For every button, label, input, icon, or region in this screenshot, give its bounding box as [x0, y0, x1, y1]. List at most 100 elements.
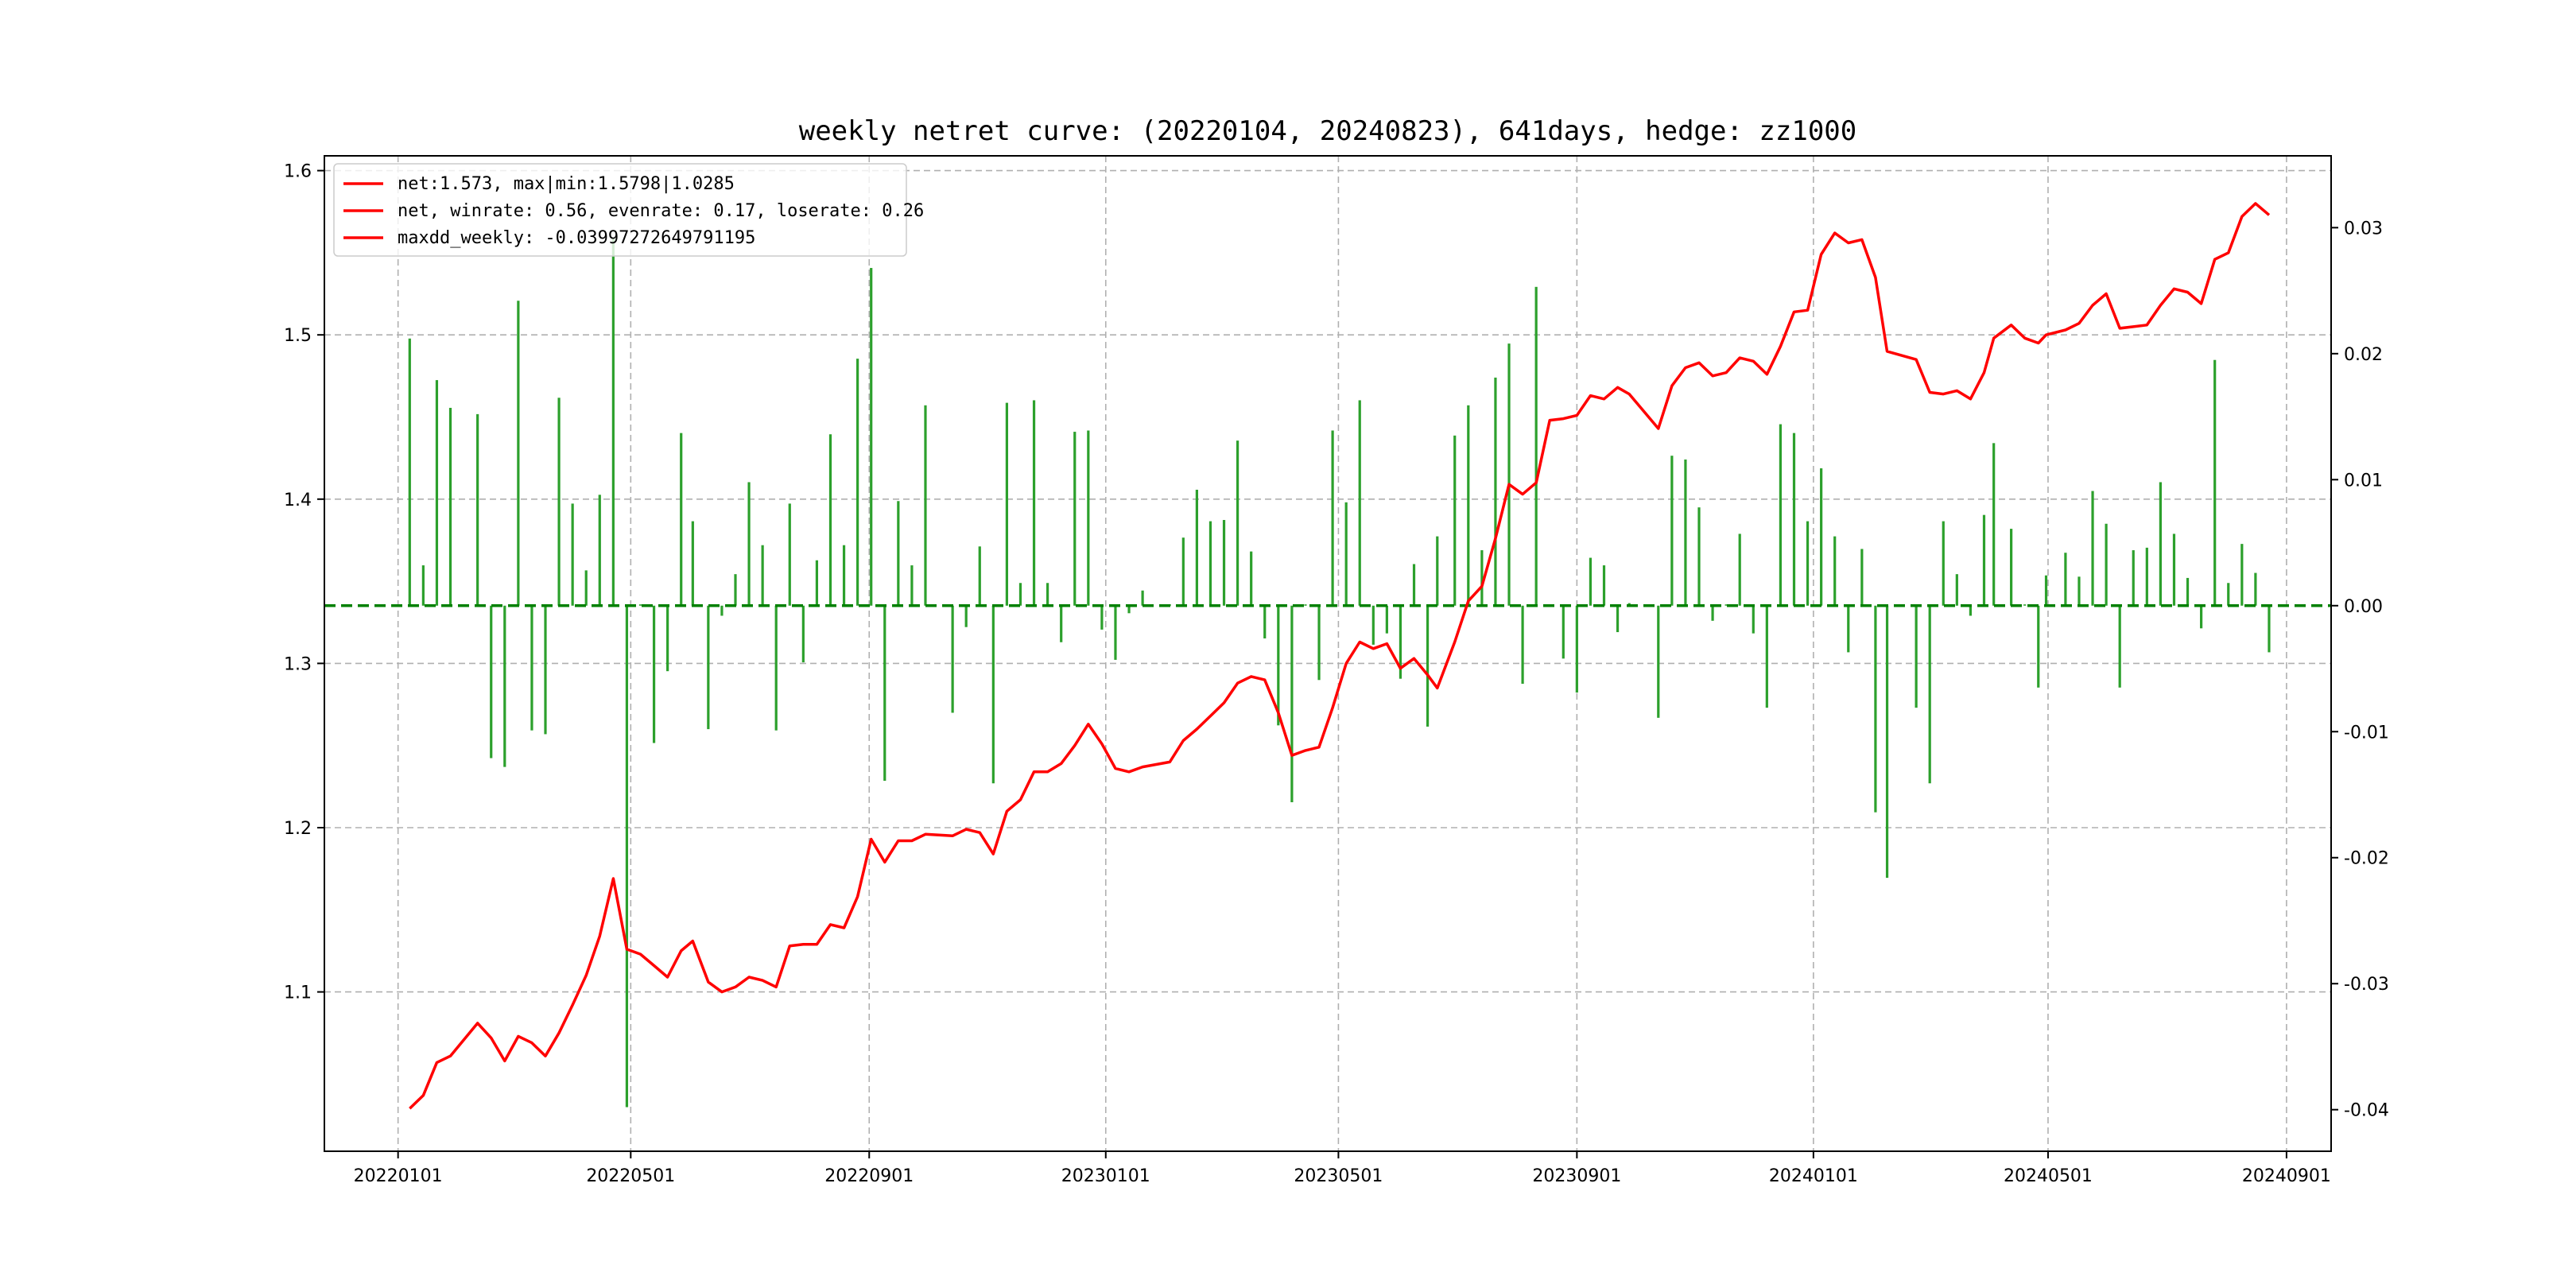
weekly-bar	[2118, 605, 2121, 688]
weekly-bar	[2254, 572, 2257, 606]
weekly-bar	[1589, 557, 1593, 606]
y-right-tick-label: 0.01	[2344, 471, 2383, 491]
weekly-bar	[1602, 565, 1606, 606]
weekly-bar	[2159, 482, 2162, 606]
weekly-bar	[2145, 547, 2148, 606]
weekly-bar	[1087, 430, 1090, 606]
weekly-bar	[815, 560, 819, 606]
weekly-bar	[652, 605, 656, 743]
weekly-bar	[1765, 605, 1768, 708]
x-tick-label: 20220501	[586, 1166, 675, 1186]
weekly-bar	[1507, 343, 1511, 606]
weekly-bar	[666, 605, 669, 672]
weekly-bar	[964, 605, 968, 627]
weekly-bar	[883, 605, 886, 782]
weekly-bar	[408, 338, 411, 606]
chart-title: weekly netret curve: (20220104, 20240823…	[799, 115, 1857, 147]
x-tick-label: 20240901	[2242, 1166, 2331, 1186]
weekly-bar	[1874, 605, 1877, 813]
legend: net:1.573, max|min:1.5798|1.0285 net, win…	[333, 163, 924, 257]
weekly-bar	[1724, 604, 1728, 606]
weekly-bar	[1073, 432, 1077, 606]
weekly-bar	[761, 545, 764, 606]
weekly-bar	[691, 521, 694, 606]
x-tick-label: 20230501	[1294, 1166, 1383, 1186]
weekly-bar	[2010, 529, 2013, 606]
weekly-bar	[1711, 605, 1714, 621]
weekly-bar	[747, 482, 751, 606]
y-right-tick-label: 0.00	[2344, 597, 2383, 617]
weekly-bar	[1127, 605, 1131, 614]
weekly-bar	[991, 605, 995, 784]
weekly-bar	[720, 605, 724, 616]
weekly-bar	[1032, 400, 1036, 606]
weekly-bar	[1982, 514, 1986, 606]
y-right-tick-label: -0.04	[2344, 1101, 2389, 1121]
grid-layer	[324, 156, 2331, 1151]
weekly-bar	[2091, 491, 2094, 606]
weekly-bar	[1684, 459, 1687, 606]
weekly-bar	[1847, 605, 1850, 653]
weekly-bar	[1738, 533, 1741, 606]
weekly-bar	[1331, 430, 1334, 606]
weekly-bar	[1250, 551, 1253, 606]
weekly-bar	[2037, 605, 2040, 688]
weekly-bar	[598, 495, 601, 606]
weekly-bar	[1018, 583, 1022, 606]
weekly-bar	[1100, 605, 1104, 630]
weekly-bar	[517, 301, 520, 606]
weekly-bar	[951, 605, 954, 713]
weekly-bar	[557, 398, 561, 606]
weekly-bar	[421, 565, 425, 606]
weekly-bar	[435, 380, 439, 606]
weekly-bar	[1195, 489, 1198, 606]
net-line	[409, 202, 2271, 1110]
x-tick-label: 20240101	[1769, 1166, 1858, 1186]
legend-label: maxdd_weekly: -0.03997272649791195	[398, 228, 755, 248]
weekly-bar	[1141, 590, 1144, 606]
weekly-bar	[1521, 605, 1524, 685]
weekly-bar	[1616, 605, 1620, 633]
weekly-bar	[638, 604, 642, 606]
weekly-bar	[2268, 605, 2271, 653]
bar-layer	[408, 238, 2271, 1108]
weekly-bar	[490, 605, 493, 758]
legend-label: net, winrate: 0.56, evenrate: 0.17, lose…	[398, 201, 924, 221]
y-right-tick-label: -0.02	[2344, 849, 2389, 869]
weekly-bar	[1344, 502, 1348, 606]
weekly-bar	[1915, 605, 1918, 708]
y-right-tick-label: 0.03	[2344, 219, 2383, 239]
y-right-tick-label: -0.03	[2344, 975, 2389, 995]
weekly-bar	[856, 359, 859, 606]
weekly-bar	[530, 605, 533, 731]
weekly-bar	[2077, 576, 2081, 606]
weekly-bar	[1181, 537, 1185, 606]
weekly-bar	[1806, 521, 1810, 606]
legend-label: net:1.573, max|min:1.5798|1.0285	[398, 174, 735, 194]
weekly-bar	[1833, 536, 1837, 606]
weekly-bar	[801, 605, 805, 663]
weekly-bar	[448, 407, 452, 606]
weekly-bar	[2200, 605, 2203, 629]
weekly-bar	[910, 565, 914, 606]
weekly-bar	[584, 570, 588, 606]
weekly-bar	[1467, 405, 1470, 606]
weekly-bar	[1657, 605, 1660, 718]
weekly-bar	[1697, 507, 1701, 606]
weekly-bar	[1222, 520, 1226, 606]
weekly-bar	[2213, 359, 2217, 606]
x-tick-label: 20220901	[824, 1166, 914, 1186]
weekly-bar	[1399, 605, 1402, 679]
legend-box	[333, 163, 907, 257]
x-tick-label: 20240501	[2004, 1166, 2093, 1186]
weekly-bar	[774, 605, 778, 731]
weekly-bar	[2227, 583, 2230, 606]
weekly-bar	[680, 433, 683, 606]
y-left-tick-label: 1.1	[284, 983, 312, 1003]
x-tick-label: 20230901	[1532, 1166, 1621, 1186]
weekly-bar	[1436, 536, 1439, 606]
weekly-bar	[1820, 468, 1823, 606]
y-left-tick-label: 1.6	[284, 162, 312, 182]
weekly-bar	[1453, 435, 1457, 606]
